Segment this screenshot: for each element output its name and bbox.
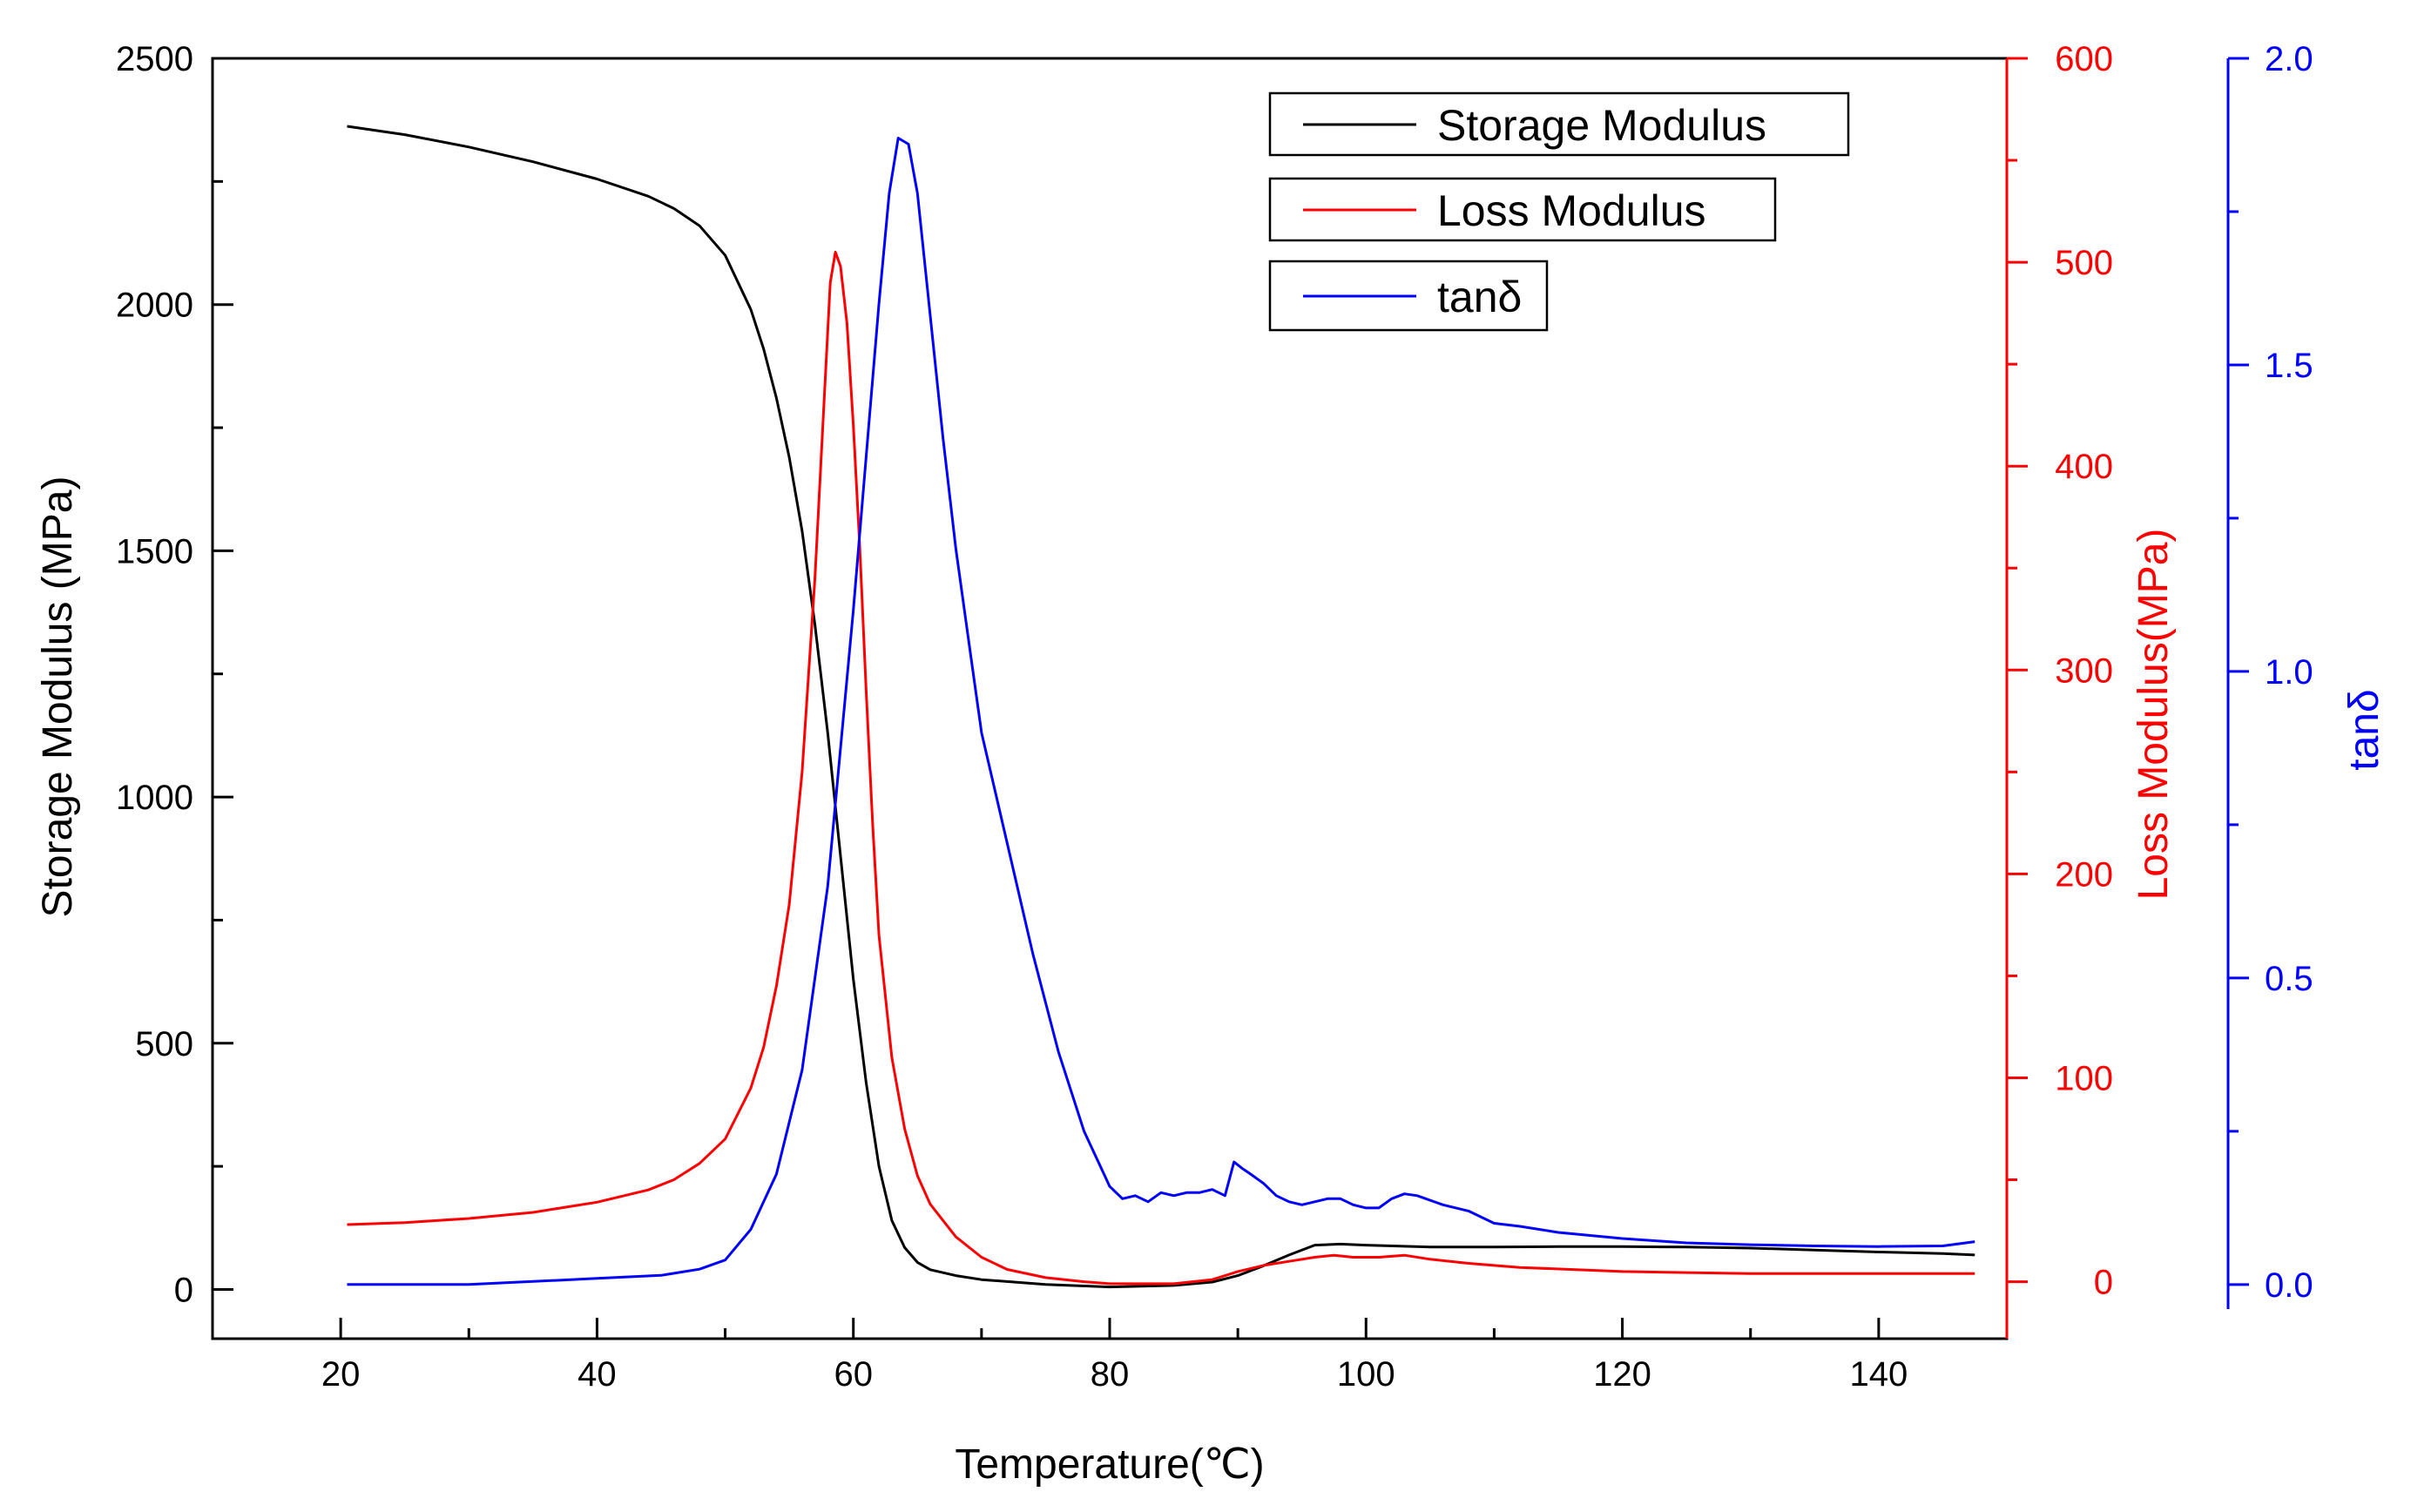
right1-tick-label-400: 400	[2055, 448, 2113, 486]
tan-delta-axis-title: tanδ	[2341, 689, 2387, 770]
x-tick-label-120: 120	[1593, 1355, 1651, 1394]
right2-tick-label-1.5: 1.5	[2265, 347, 2313, 385]
legend-label-storage-modulus: Storage Modulus	[1437, 101, 1766, 150]
x-tick-label-20: 20	[321, 1355, 361, 1394]
x-tick-label-140: 140	[1849, 1355, 1908, 1394]
legend: Storage Modulus Loss Modulus tanδ	[1268, 91, 1850, 332]
tan-delta-axis: 0.0 0.5 1.0 1.5 2.0	[2226, 40, 2313, 1309]
right1-tick-label-500: 500	[2055, 244, 2113, 282]
loss-modulus-axis: 0 100 200 300 400 500 600	[2005, 40, 2113, 1339]
storage-modulus-axis-title: Storage Modulus (MPa)	[35, 476, 81, 918]
series-line-storage-modulus	[347, 125, 1975, 1289]
right1-tick-label-600: 600	[2055, 40, 2113, 78]
left-tick-label-2500: 2500	[116, 40, 193, 78]
right2-tick-label-1.0: 1.0	[2265, 653, 2313, 692]
left-tick-label-1500: 1500	[116, 532, 193, 570]
legend-entry-loss-modulus: Loss Modulus	[1268, 177, 1777, 242]
x-tick-label-40: 40	[577, 1355, 617, 1394]
legend-label-loss-modulus: Loss Modulus	[1437, 186, 1706, 235]
right1-tick-label-200: 200	[2055, 855, 2113, 894]
right1-tick-label-100: 100	[2055, 1059, 2113, 1097]
x-tick-label-80: 80	[1091, 1355, 1130, 1394]
legend-entry-storage-modulus: Storage Modulus	[1268, 91, 1850, 157]
right2-tick-label-0.5: 0.5	[2265, 960, 2313, 998]
right2-tick-label-0.0: 0.0	[2265, 1266, 2313, 1305]
loss-modulus-axis-title: Loss Modulus(MPa)	[2131, 529, 2177, 901]
legend-label-tan-delta: tanδ	[1437, 273, 1522, 321]
left-tick-label-1000: 1000	[116, 779, 193, 817]
series-layer	[347, 125, 1975, 1289]
x-axis-title: Temperature(℃)	[955, 1441, 1264, 1488]
left-tick-label-0: 0	[174, 1271, 193, 1309]
x-tick-label-60: 60	[834, 1355, 873, 1394]
series-line-tan-delta	[347, 137, 1975, 1286]
right2-tick-label-2.0: 2.0	[2265, 40, 2313, 78]
left-tick-label-500: 500	[135, 1025, 193, 1063]
storage-modulus-axis: 0 500 1000 1500 2000 2500	[116, 40, 233, 1309]
x-tick-label-100: 100	[1337, 1355, 1395, 1394]
x-axis: 20 40 60 80 100 120 140	[211, 1318, 2009, 1394]
left-tick-label-2000: 2000	[116, 287, 193, 325]
right1-tick-label-300: 300	[2055, 651, 2113, 690]
series-line-loss-modulus	[347, 250, 1975, 1286]
right1-tick-label-0: 0	[2094, 1264, 2113, 1302]
legend-entry-tan-delta: tanδ	[1268, 260, 1549, 332]
